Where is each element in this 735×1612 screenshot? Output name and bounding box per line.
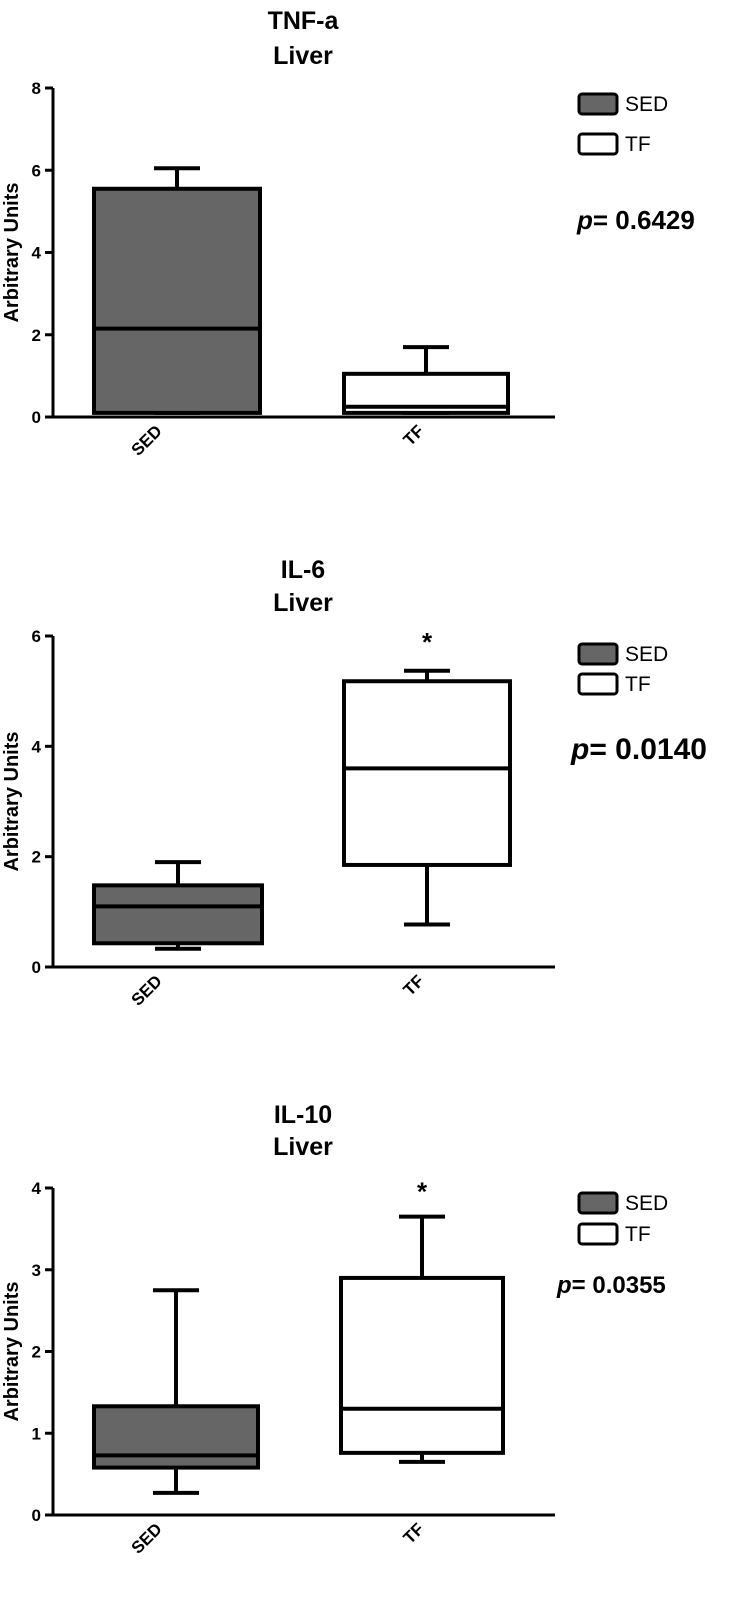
y-tick-label: 2	[32, 848, 41, 867]
chart-title-line: Liver	[273, 1133, 333, 1161]
legend-swatch	[577, 92, 619, 116]
legend-label: TF	[625, 1223, 651, 1246]
y-axis-label: Arbitrary Units	[1, 731, 23, 871]
legend-label: TF	[625, 673, 651, 696]
box-rect	[342, 679, 512, 867]
legend-swatch	[577, 1222, 619, 1246]
box-rect	[339, 1275, 505, 1455]
y-tick-label: 2	[32, 326, 41, 345]
y-axis-label: Arbitrary Units	[1, 182, 23, 322]
legend-swatch	[577, 132, 619, 156]
box-tf	[342, 345, 510, 415]
y-tick-label: 4	[32, 244, 42, 263]
y-tick-label: 6	[32, 161, 41, 180]
box-sed	[92, 166, 262, 415]
box-tf: *	[339, 1177, 505, 1464]
y-tick-label: 3	[32, 1261, 41, 1280]
significance-marker: *	[417, 1177, 428, 1207]
legend-swatch	[577, 672, 619, 696]
chart-panel-0: TNF-a Liver 0 2 4 6 8 Arbitrary Units SED TF SED TF…	[1, 7, 695, 460]
y-tick-label: 8	[32, 79, 41, 98]
p-value-number: = 0.6429	[593, 205, 695, 235]
x-category-label: SED	[128, 1519, 166, 1557]
box-rect	[92, 1404, 260, 1470]
p-value-text: p= 0.0140	[570, 733, 707, 766]
box-rect	[92, 883, 264, 946]
y-axis-label: Arbitrary Units	[1, 1281, 23, 1421]
p-value-prefix: p	[570, 733, 589, 766]
legend-swatch	[577, 1191, 619, 1215]
p-value-number: = 0.0140	[589, 733, 707, 766]
x-category-label: TF	[400, 1519, 428, 1547]
x-category-label: TF	[400, 971, 428, 999]
legend-swatch	[577, 642, 619, 666]
box-sed	[92, 1288, 260, 1495]
y-tick-label: 2	[32, 1343, 41, 1362]
legend-label: SED	[625, 643, 668, 666]
y-tick-label: 0	[32, 1506, 41, 1525]
y-tick-label: 0	[32, 958, 41, 977]
box-rect	[92, 186, 262, 415]
box-sed	[92, 860, 264, 951]
x-category-label: TF	[400, 421, 428, 449]
p-value-prefix: p	[576, 205, 593, 235]
legend-label: SED	[625, 1192, 668, 1215]
y-tick-label: 6	[32, 627, 41, 646]
x-category-label: SED	[128, 971, 166, 1009]
x-category-label: SED	[128, 421, 166, 459]
chart-title-line: Liver	[273, 589, 333, 617]
p-value-text: p= 0.6429	[576, 205, 695, 235]
significance-marker: *	[422, 627, 433, 657]
chart-title-line: Liver	[273, 42, 333, 70]
p-value-text: p= 0.0355	[556, 1272, 666, 1299]
legend-label: SED	[625, 93, 668, 116]
box-tf: *	[342, 627, 512, 927]
y-tick-label: 4	[32, 737, 42, 756]
y-tick-label: 4	[32, 1179, 42, 1198]
y-tick-label: 1	[32, 1424, 41, 1443]
chart-panel-2: IL-10 Liver 0 1 2 3 4 Arbitrary Units * SED TF SED T…	[1, 1101, 668, 1558]
y-tick-label: 0	[32, 408, 41, 427]
chart-title-line: IL-10	[274, 1101, 332, 1129]
legend-label: TF	[625, 133, 651, 156]
chart-title-line: IL-6	[281, 556, 325, 584]
p-value-number: = 0.0355	[572, 1272, 666, 1299]
p-value-prefix: p	[556, 1272, 572, 1299]
chart-title-line: TNF-a	[268, 7, 340, 35]
chart-panel-1: IL-6 Liver 0 2 4 6 Arbitrary Units * SED TF SED TF p…	[1, 556, 707, 1010]
